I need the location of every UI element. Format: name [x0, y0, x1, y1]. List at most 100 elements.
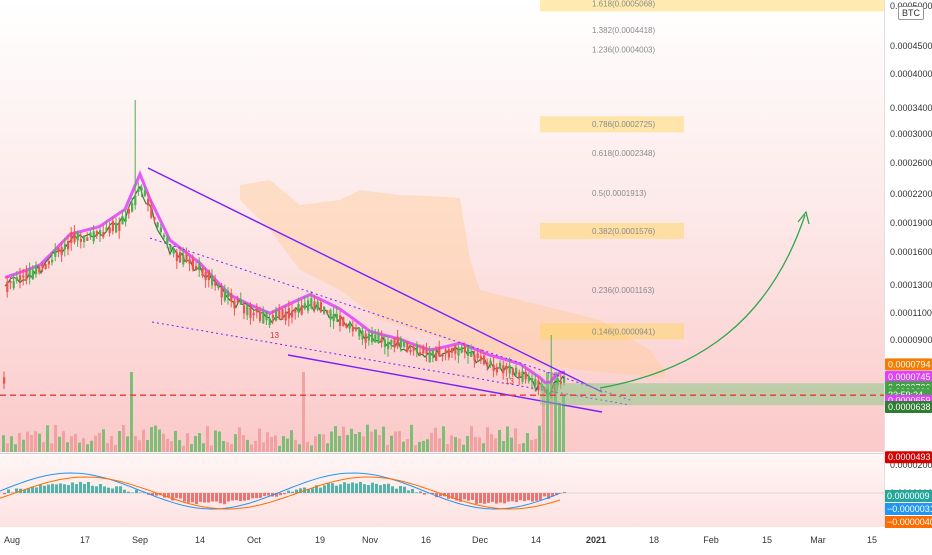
- macd-histogram-bar: [475, 493, 478, 504]
- price-tick-label: 0.0003000: [890, 129, 932, 139]
- macd-histogram-bar: [387, 484, 390, 493]
- candle-body: [512, 369, 514, 375]
- candle-body: [406, 342, 408, 352]
- volume-bar: [522, 443, 525, 452]
- volume-bar: [26, 432, 29, 452]
- candle-body: [32, 270, 34, 280]
- macd-histogram-bar: [207, 493, 210, 503]
- macd-histogram-bar: [119, 486, 122, 493]
- volume-bar: [406, 439, 409, 452]
- candle-body: [272, 315, 274, 318]
- macd-histogram-bar: [539, 493, 542, 500]
- macd-histogram-bar: [479, 493, 482, 503]
- macd-histogram-bar: [59, 483, 62, 493]
- macd-histogram-bar: [99, 484, 102, 493]
- volume-bar: [146, 440, 149, 452]
- macd-histogram-bar: [327, 483, 330, 493]
- price-tick-label: 0.0002600: [890, 158, 932, 168]
- candle-body: [509, 365, 511, 373]
- candle-body: [13, 281, 15, 288]
- volume-bar: [378, 435, 381, 452]
- volume-bar: [478, 437, 481, 452]
- candle-body: [89, 233, 91, 237]
- candle-body: [118, 222, 120, 231]
- fib-level-label: 1.382(0.0004418): [592, 26, 656, 35]
- time-tick-label: 15: [867, 535, 877, 545]
- candle-body: [269, 318, 271, 325]
- volume-bar: [110, 436, 113, 452]
- time-tick-label: 19: [315, 535, 325, 545]
- candle-body: [16, 277, 18, 281]
- symbol-badge[interactable]: BTC: [898, 6, 924, 20]
- volume-bar: [262, 442, 265, 452]
- candle-body: [297, 304, 299, 312]
- volume-bar: [102, 429, 105, 452]
- volume-bar: [174, 431, 177, 452]
- candle-body: [313, 302, 315, 308]
- candle-body: [294, 309, 296, 312]
- candle-body: [157, 222, 159, 227]
- volume-bar: [518, 444, 521, 452]
- candle-body: [214, 282, 216, 286]
- volume-bar: [62, 431, 65, 452]
- macd-histogram-bar: [83, 484, 86, 493]
- candle-body: [160, 228, 162, 233]
- volume-bar: [426, 439, 429, 452]
- candle-body: [99, 230, 101, 234]
- volume-bar: [118, 431, 121, 452]
- macd-tag-label: −0.0000040: [887, 517, 932, 527]
- price-tick-label: 0.0001600: [890, 247, 932, 257]
- volume-bar: [538, 426, 541, 452]
- volume-bar: [306, 442, 309, 452]
- candle-body: [51, 260, 53, 263]
- fib-level-label: 1.236(0.0004003): [592, 45, 656, 54]
- macd-histogram-bar: [123, 490, 126, 493]
- volume-bar: [470, 426, 473, 452]
- volume-bar: [514, 428, 517, 452]
- volume-bar: [370, 432, 373, 452]
- macd-histogram-bar: [503, 493, 506, 503]
- volume-bar: [286, 439, 289, 452]
- macd-histogram-bar: [251, 493, 254, 498]
- candle-body: [262, 314, 264, 323]
- candle-body: [413, 347, 415, 351]
- candle-body: [67, 241, 69, 249]
- volume-bar: [310, 445, 313, 452]
- volume-bar: [122, 425, 125, 452]
- time-tick-label: 17: [80, 535, 90, 545]
- volume-bar: [42, 442, 45, 452]
- price-tick-label: 0.0002200: [890, 189, 932, 199]
- candle-body: [176, 253, 178, 262]
- macd-histogram-bar: [51, 484, 54, 493]
- candle-body: [435, 353, 437, 361]
- macd-histogram-bar: [295, 490, 298, 493]
- candle-body: [461, 347, 463, 352]
- macd-histogram-bar: [191, 493, 194, 502]
- candle-body: [179, 252, 181, 262]
- volume-bar: [486, 427, 489, 452]
- candle-body: [41, 265, 43, 268]
- candle-body: [64, 244, 66, 249]
- candle-body: [6, 282, 8, 293]
- volume-bar: [274, 435, 277, 452]
- macd-histogram-bar: [39, 485, 42, 493]
- candle-body: [441, 354, 443, 356]
- volume-bar: [534, 439, 537, 452]
- macd-histogram-bar: [3, 493, 6, 494]
- candle-body: [278, 311, 280, 318]
- candle-body: [189, 259, 191, 264]
- candle-body: [371, 333, 373, 342]
- volume-bar: [234, 434, 237, 452]
- volume-bar: [258, 429, 261, 452]
- macd-histogram-bar: [507, 493, 510, 502]
- candle-body: [131, 203, 133, 211]
- volume-bar: [526, 433, 529, 452]
- candle-body: [361, 330, 363, 339]
- candle-body: [525, 372, 527, 379]
- candle-body: [409, 350, 411, 352]
- candle-body: [105, 228, 107, 231]
- volume-bar: [438, 438, 441, 452]
- candle-body: [339, 315, 341, 326]
